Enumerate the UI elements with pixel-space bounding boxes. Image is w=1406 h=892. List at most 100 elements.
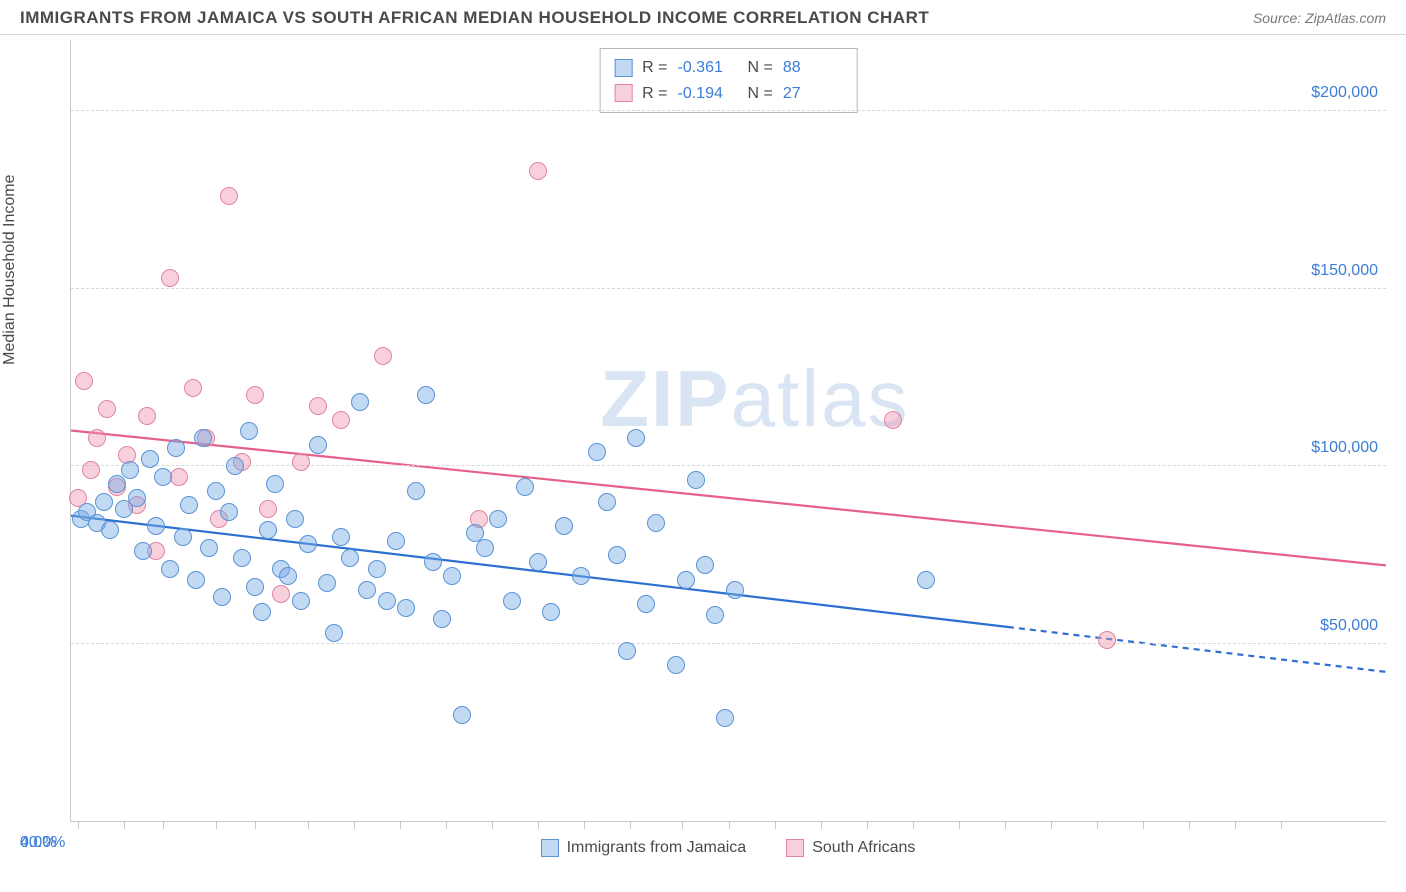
y-tick-label: $100,000 <box>1311 439 1378 457</box>
scatter-point <box>443 567 461 585</box>
scatter-point <box>128 489 146 507</box>
chart-title: IMMIGRANTS FROM JAMAICA VS SOUTH AFRICAN… <box>20 8 929 28</box>
scatter-point <box>259 500 277 518</box>
scatter-point <box>503 592 521 610</box>
scatter-point <box>424 553 442 571</box>
scatter-point <box>726 581 744 599</box>
scatter-point <box>292 453 310 471</box>
scatter-point <box>253 603 271 621</box>
scatter-point <box>572 567 590 585</box>
scatter-point <box>374 347 392 365</box>
scatter-point <box>325 624 343 642</box>
scatter-point <box>220 187 238 205</box>
scatter-point <box>332 528 350 546</box>
scatter-point <box>417 386 435 404</box>
scatter-point <box>167 439 185 457</box>
scatter-point <box>147 517 165 535</box>
scatter-point <box>226 457 244 475</box>
scatter-point <box>318 574 336 592</box>
y-tick-label: $50,000 <box>1320 617 1378 635</box>
y-tick-label: $150,000 <box>1311 262 1378 280</box>
correlation-row: R =-0.361N =88 <box>614 55 843 81</box>
x-tick <box>1235 821 1236 829</box>
scatter-point <box>309 397 327 415</box>
scatter-point <box>233 549 251 567</box>
gridline <box>71 288 1386 289</box>
scatter-point <box>187 571 205 589</box>
scatter-point <box>627 429 645 447</box>
legend-swatch <box>614 59 632 77</box>
scatter-point <box>453 706 471 724</box>
scatter-point <box>637 595 655 613</box>
scatter-point <box>138 407 156 425</box>
scatter-point <box>542 603 560 621</box>
x-axis-label: 40.0% <box>20 834 65 852</box>
x-tick <box>1189 821 1190 829</box>
scatter-point <box>677 571 695 589</box>
x-tick <box>682 821 683 829</box>
x-tick <box>216 821 217 829</box>
scatter-point <box>213 588 231 606</box>
scatter-point <box>489 510 507 528</box>
scatter-point <box>259 521 277 539</box>
scatter-point <box>194 429 212 447</box>
scatter-point <box>279 567 297 585</box>
scatter-point <box>121 461 139 479</box>
scatter-point <box>98 400 116 418</box>
scatter-point <box>555 517 573 535</box>
scatter-point <box>240 422 258 440</box>
plot-area: ZIPatlas R =-0.361N =88R =-0.194N =27 $5… <box>70 40 1386 822</box>
x-tick <box>124 821 125 829</box>
x-tick <box>1281 821 1282 829</box>
legend-label: Immigrants from Jamaica <box>567 839 747 857</box>
legend-item: Immigrants from Jamaica <box>541 839 747 857</box>
x-tick <box>163 821 164 829</box>
scatter-point <box>387 532 405 550</box>
legend-swatch <box>614 84 632 102</box>
scatter-point <box>1098 631 1116 649</box>
x-tick <box>821 821 822 829</box>
scatter-point <box>397 599 415 617</box>
chart-container: Median Household Income ZIPatlas R =-0.3… <box>20 40 1386 862</box>
scatter-point <box>286 510 304 528</box>
scatter-point <box>246 386 264 404</box>
scatter-point <box>884 411 902 429</box>
scatter-point <box>608 546 626 564</box>
y-tick-label: $200,000 <box>1311 84 1378 102</box>
scatter-point <box>272 585 290 603</box>
x-tick <box>913 821 914 829</box>
scatter-point <box>207 482 225 500</box>
scatter-point <box>141 450 159 468</box>
watermark: ZIPatlas <box>600 353 909 445</box>
scatter-point <box>266 475 284 493</box>
scatter-point <box>134 542 152 560</box>
x-tick <box>354 821 355 829</box>
x-tick <box>1051 821 1052 829</box>
x-tick <box>308 821 309 829</box>
correlation-row: R =-0.194N =27 <box>614 81 843 107</box>
scatter-point <box>598 493 616 511</box>
scatter-point <box>174 528 192 546</box>
scatter-point <box>358 581 376 599</box>
x-tick <box>492 821 493 829</box>
scatter-point <box>341 549 359 567</box>
x-tick <box>400 821 401 829</box>
scatter-point <box>332 411 350 429</box>
trend-lines <box>71 40 1386 821</box>
scatter-point <box>529 553 547 571</box>
scatter-point <box>917 571 935 589</box>
scatter-point <box>378 592 396 610</box>
x-tick <box>729 821 730 829</box>
scatter-point <box>246 578 264 596</box>
scatter-point <box>292 592 310 610</box>
scatter-point <box>647 514 665 532</box>
x-tick <box>255 821 256 829</box>
scatter-point <box>716 709 734 727</box>
source-attribution: Source: ZipAtlas.com <box>1253 10 1386 26</box>
trend-line <box>71 431 1386 566</box>
scatter-point <box>667 656 685 674</box>
scatter-point <box>154 468 172 486</box>
scatter-point <box>433 610 451 628</box>
x-tick <box>538 821 539 829</box>
scatter-point <box>309 436 327 454</box>
